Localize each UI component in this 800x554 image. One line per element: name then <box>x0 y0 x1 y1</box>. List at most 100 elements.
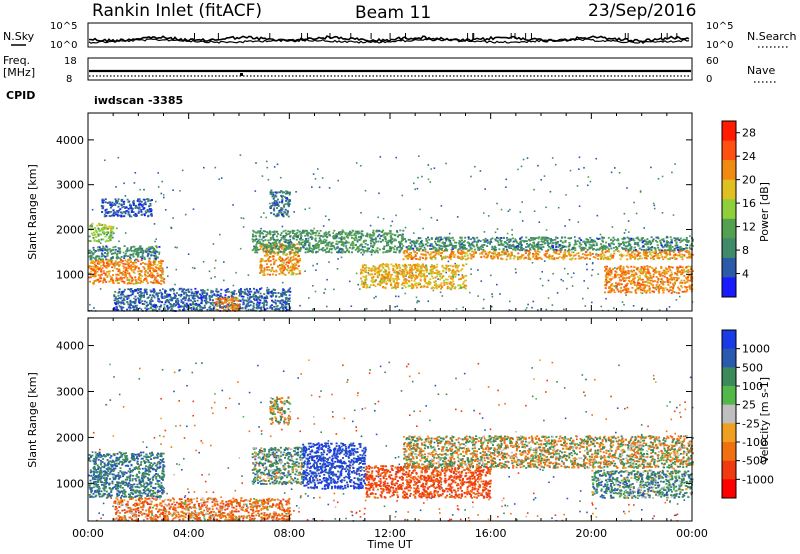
speckle-cell <box>285 298 287 301</box>
echo-cell <box>107 225 110 228</box>
echo-cell <box>568 249 571 252</box>
echo-cell <box>299 243 302 246</box>
speckle-cell <box>543 175 546 177</box>
speckle-cell <box>543 260 546 262</box>
echo-cell <box>628 240 631 243</box>
echo-cell <box>446 255 449 258</box>
speckle-cell <box>421 175 423 178</box>
echo-cell <box>279 234 282 236</box>
speckle-cell <box>316 263 318 265</box>
echo-cell <box>449 239 452 242</box>
speckle-cell <box>219 233 221 236</box>
echo-cell <box>90 254 93 257</box>
echo-cell <box>646 281 649 284</box>
echo-cell <box>451 287 453 289</box>
echo-cell <box>631 251 634 254</box>
echo-cell <box>644 240 647 243</box>
echo-cell <box>304 243 307 246</box>
echo-cell <box>282 235 285 238</box>
echo-cell <box>282 253 285 256</box>
speckle-cell <box>394 306 396 308</box>
echo-cell <box>280 190 283 192</box>
speckle-cell <box>395 156 397 159</box>
echo-cell <box>643 289 646 292</box>
echo-cell <box>160 277 163 280</box>
echo-cell <box>109 258 112 261</box>
speckle-cell <box>605 297 607 300</box>
speckle-cell <box>283 309 285 311</box>
echo-cell <box>461 253 463 255</box>
speckle-cell <box>279 264 281 266</box>
speckle-cell <box>480 280 483 282</box>
echo-cell <box>297 234 300 237</box>
echo-cell <box>403 282 406 285</box>
echo-cell <box>347 236 350 239</box>
echo-cell <box>340 248 343 250</box>
echo-cell <box>281 247 284 249</box>
speckle-cell <box>525 307 528 309</box>
echo-cell <box>302 232 305 234</box>
echo-cell <box>151 245 154 248</box>
station-title: Rankin Inlet (fitACF) <box>92 1 262 21</box>
speckle-cell <box>591 269 594 271</box>
echo-cell <box>270 212 273 214</box>
speckle-cell <box>225 291 227 294</box>
echo-cell <box>408 272 411 275</box>
speckle-cell <box>289 238 291 241</box>
echo-cell <box>261 232 264 235</box>
echo-cell <box>454 241 456 244</box>
echo-cell <box>666 249 669 251</box>
echo-cell <box>621 241 624 244</box>
echo-cell <box>266 246 268 248</box>
echo-cell <box>284 268 287 270</box>
echo-cell <box>669 248 672 251</box>
speckle-cell <box>232 204 234 206</box>
speckle-cell <box>587 184 589 187</box>
echo-cell <box>370 267 372 270</box>
echo-cell <box>260 269 263 272</box>
echo-cell <box>338 237 341 240</box>
echo-cell <box>293 251 296 254</box>
echo-cell <box>89 276 92 279</box>
echo-cell <box>295 258 297 261</box>
echo-cell <box>132 252 135 255</box>
echo-cell <box>93 239 96 242</box>
echo-cell <box>94 270 97 273</box>
echo-cell <box>335 232 338 235</box>
echo-cell <box>88 249 91 252</box>
echo-cell <box>652 275 655 278</box>
echo-cell <box>123 274 126 276</box>
echo-cell <box>502 247 505 250</box>
speckle-cell <box>179 190 181 192</box>
echo-cell <box>591 246 593 249</box>
echo-cell <box>437 244 440 247</box>
echo-cell <box>275 245 278 248</box>
echo-cell <box>274 239 277 242</box>
echo-cell <box>393 238 396 241</box>
echo-cell <box>154 259 157 262</box>
echo-cell <box>486 245 489 247</box>
echo-cell <box>657 277 660 280</box>
echo-cell <box>153 251 156 254</box>
speckle-cell <box>136 304 138 307</box>
speckle-cell <box>174 283 176 286</box>
speckle-cell <box>337 179 339 182</box>
echo-cell <box>458 278 461 281</box>
echo-cell <box>136 255 139 258</box>
echo-cell <box>270 238 273 240</box>
echo-cell <box>408 284 411 287</box>
echo-cell <box>271 242 274 245</box>
echo-cell <box>637 287 640 289</box>
echo-cell <box>643 286 646 289</box>
echo-cell <box>356 230 359 233</box>
speckle-cell <box>154 278 156 281</box>
echo-cell <box>517 243 520 246</box>
echo-cell <box>642 253 645 256</box>
echo-cell <box>279 255 282 258</box>
echo-cell <box>367 269 370 272</box>
echo-cell <box>93 280 96 282</box>
speckle-cell <box>295 191 297 193</box>
echo-cell <box>325 231 328 234</box>
echo-cell <box>163 278 166 280</box>
speckle-cell <box>569 169 572 172</box>
